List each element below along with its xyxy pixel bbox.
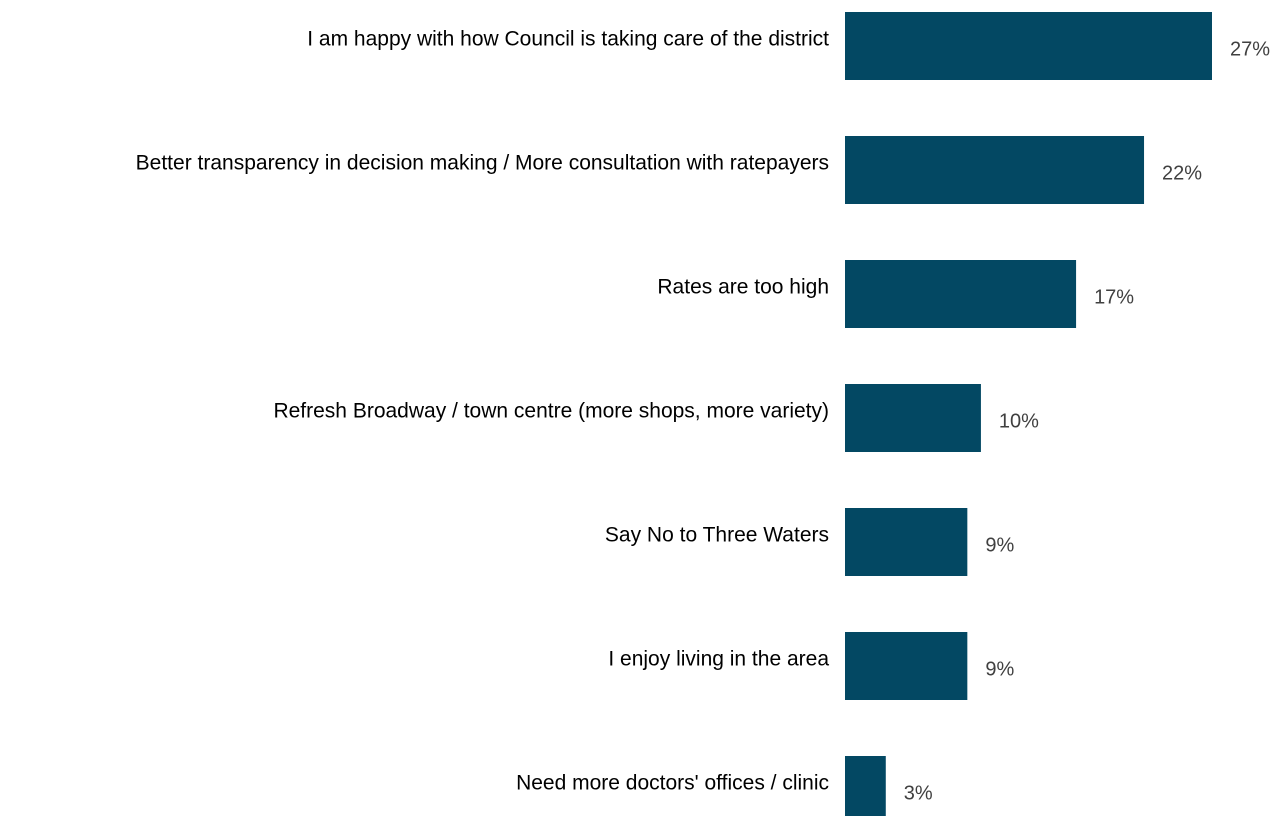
category-label-5: Say No to Three Waters [605,524,829,547]
bar-5 [845,508,968,576]
bar-3 [845,260,1077,328]
bar-6 [845,632,968,700]
value-label-5: 9% [985,534,1014,556]
bars-layer [845,12,1212,816]
bar-7 [845,756,886,816]
value-label-4: 10% [999,410,1039,432]
value-label-1: 27% [1230,38,1270,60]
value-label-2: 22% [1162,162,1202,184]
category-label-2: Better transparency in decision making /… [136,152,829,175]
value-label-6: 9% [985,658,1014,680]
value-label-7: 3% [904,782,933,804]
bar-2 [845,136,1145,204]
category-label-3: Rates are too high [657,276,829,299]
category-label-1: I am happy with how Council is taking ca… [307,28,829,51]
value-labels-layer: 27% 22% 17% 10% 9% 9% 3% [904,38,1270,804]
category-label-6: I enjoy living in the area [608,648,829,671]
bar-1 [845,12,1212,80]
category-label-4: Refresh Broadway / town centre (more sho… [273,400,829,423]
category-labels-layer: I am happy with how Council is taking ca… [136,28,830,795]
bar-4 [845,384,981,452]
category-label-7: Need more doctors' offices / clinic [516,772,829,795]
value-label-3: 17% [1094,286,1134,308]
